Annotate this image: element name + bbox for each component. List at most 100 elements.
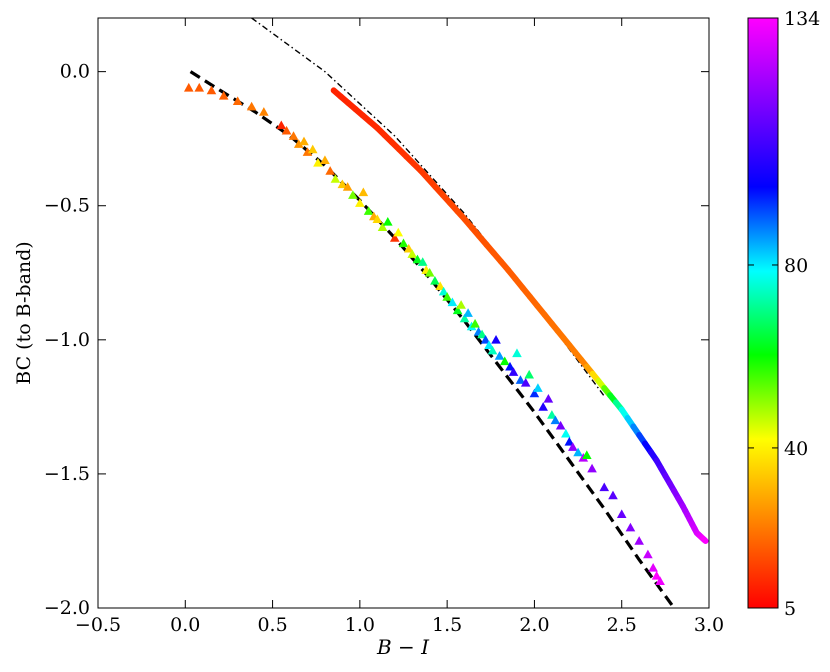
triangle-point <box>480 335 491 344</box>
x-tick-label: −0.5 <box>75 614 121 636</box>
triangle-point <box>288 131 299 140</box>
dashed-fit-line <box>189 70 676 608</box>
triangle-point <box>218 90 229 100</box>
triangle-point <box>515 375 526 384</box>
triangle-point <box>491 335 501 344</box>
triangle-point <box>355 198 365 207</box>
triangle-point <box>320 155 330 164</box>
colorbar-tick-label: 40 <box>784 438 808 460</box>
triangle-point <box>183 82 194 92</box>
triangle-point <box>342 182 353 191</box>
y-tick-label: −0.5 <box>44 195 90 217</box>
triangle-point <box>299 136 309 146</box>
triangle-point <box>648 562 658 572</box>
triangle-point <box>555 420 566 430</box>
triangle-point <box>435 281 445 291</box>
triangle-point <box>430 276 440 285</box>
triangle-point <box>424 267 435 277</box>
triangle-point <box>499 356 510 366</box>
triangle-point <box>520 377 531 387</box>
triangle-point <box>463 308 473 317</box>
triangle-point <box>655 576 665 586</box>
triangle-point <box>438 286 449 296</box>
triangle-point <box>337 179 348 189</box>
triangle-point <box>348 190 358 199</box>
triangle-point <box>573 447 583 457</box>
triangle-point <box>608 490 618 500</box>
triangle-point <box>325 166 335 175</box>
triangle-point <box>363 206 374 215</box>
triangle-point <box>206 85 217 95</box>
colorbar <box>747 17 779 609</box>
triangle-point <box>372 214 383 223</box>
triangle-point <box>568 442 578 451</box>
y-tick-label: 0.0 <box>60 61 90 83</box>
y-axis-label: BC (to B-band) <box>13 241 35 384</box>
triangle-point <box>281 125 292 135</box>
triangle-point <box>407 249 418 258</box>
triangle-point <box>484 340 494 350</box>
triangle-point <box>538 402 548 411</box>
triangle-point <box>417 257 428 266</box>
triangle-point <box>452 305 463 315</box>
triangle-point <box>494 351 505 360</box>
triangle-point <box>582 450 592 459</box>
colorbar-tick-label: 134 <box>784 8 820 30</box>
triangle-point <box>625 522 636 532</box>
triangle-point <box>330 174 341 183</box>
triangle-point <box>477 329 487 339</box>
triangle-point <box>403 243 414 253</box>
triangle-point <box>447 297 458 307</box>
x-tick-label: 3.0 <box>694 614 724 636</box>
triangle-point <box>232 96 243 105</box>
triangle-point <box>259 107 269 116</box>
triangle-point <box>634 536 644 545</box>
triangle-point <box>459 313 470 323</box>
triangle-point <box>470 318 480 328</box>
triangle-point <box>246 101 257 111</box>
triangle-point <box>307 144 318 154</box>
triangle-point <box>505 361 515 371</box>
colorbar-tick-label: 80 <box>784 255 808 277</box>
y-tick-label: −1.0 <box>44 329 90 351</box>
plot-frame <box>97 17 710 609</box>
x-tick-label: 1.5 <box>432 614 462 636</box>
triangle-point <box>599 482 610 492</box>
x-tick-label: 0.5 <box>257 614 287 636</box>
thick-curve-segment <box>701 536 709 544</box>
triangle-point <box>533 383 543 392</box>
triangle-point <box>313 158 323 167</box>
triangle-point <box>643 549 653 559</box>
triangle-point <box>377 222 388 232</box>
triangle-point <box>302 147 313 156</box>
triangle-point <box>616 509 627 518</box>
triangle-point <box>564 436 575 446</box>
triangle-point <box>543 394 554 403</box>
y-tick-label: −1.5 <box>44 463 90 485</box>
dashdot-line <box>251 18 605 397</box>
triangle-point <box>651 571 662 580</box>
triangle-point <box>512 348 522 358</box>
x-tick-label: 0.0 <box>170 614 200 636</box>
triangle-point <box>508 367 519 376</box>
triangle-point <box>293 139 304 148</box>
triangle-point <box>276 120 287 130</box>
triangle-point <box>358 187 369 197</box>
x-tick-label: 2.0 <box>519 614 549 636</box>
triangle-point <box>393 227 404 237</box>
triangle-point <box>382 217 393 226</box>
y-tick-label: −2.0 <box>44 597 90 619</box>
colorbar-tick-label: 5 <box>784 598 796 620</box>
triangle-point <box>398 238 409 248</box>
triangle-point <box>442 292 452 301</box>
triangle-point <box>456 300 466 309</box>
triangle-point <box>587 463 597 473</box>
x-axis-label: B − I <box>376 635 430 659</box>
triangle-point <box>550 415 561 425</box>
triangle-point <box>194 82 205 92</box>
triangle-point <box>547 410 557 419</box>
x-tick-label: 2.5 <box>607 614 637 636</box>
triangle-point <box>487 345 498 355</box>
x-tick-label: 1.0 <box>345 614 375 636</box>
